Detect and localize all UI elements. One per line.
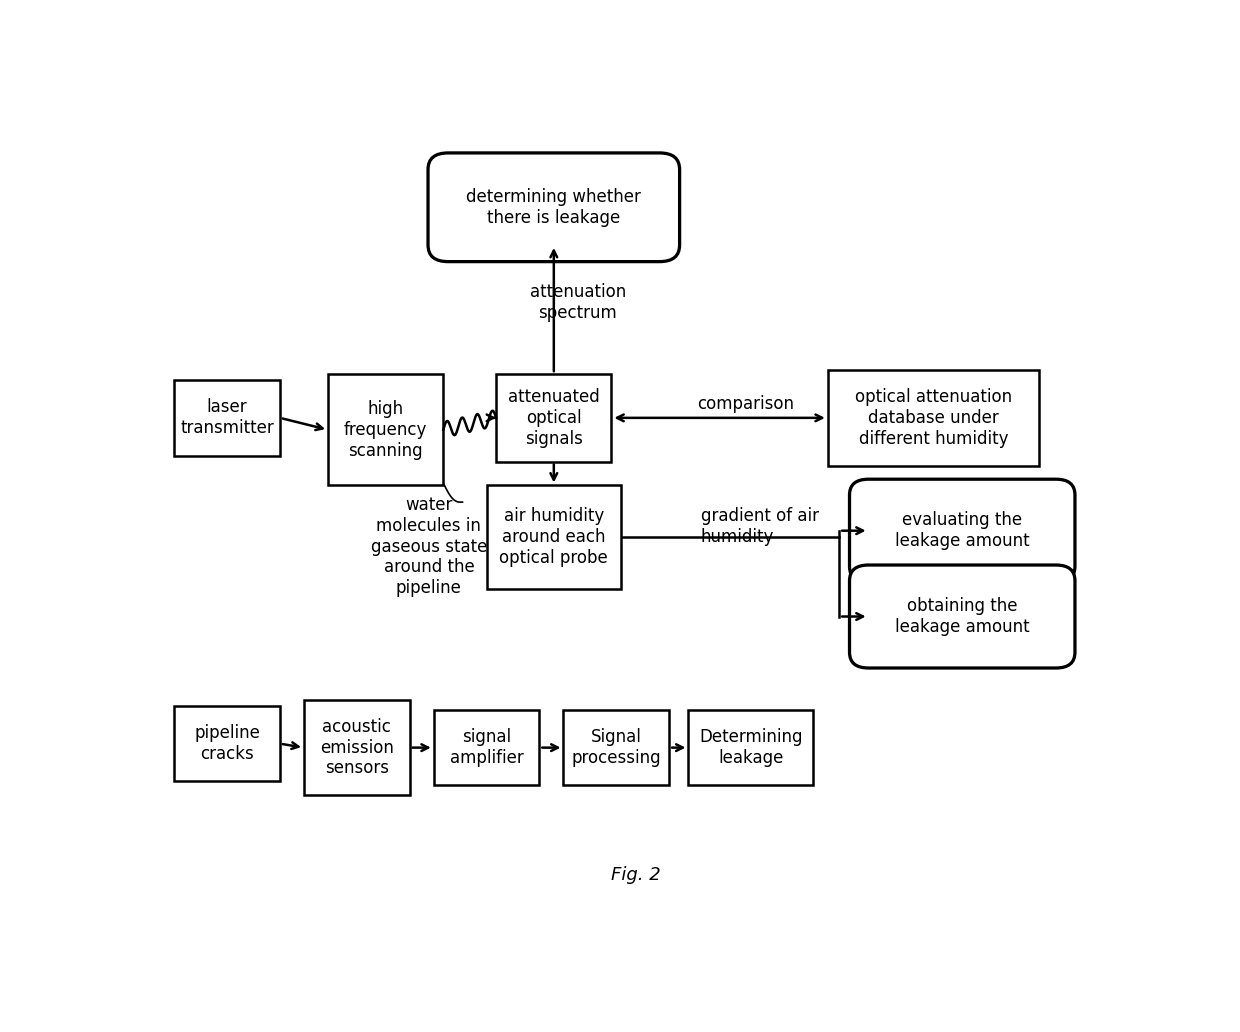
- Text: Signal
processing: Signal processing: [572, 729, 661, 767]
- Text: signal
amplifier: signal amplifier: [450, 729, 523, 767]
- Text: attenuated
optical
signals: attenuated optical signals: [508, 388, 600, 448]
- Text: Fig. 2: Fig. 2: [610, 866, 661, 883]
- Bar: [828, 370, 1039, 465]
- FancyBboxPatch shape: [849, 566, 1075, 668]
- Text: laser
transmitter: laser transmitter: [180, 398, 274, 438]
- Text: air humidity
around each
optical probe: air humidity around each optical probe: [500, 508, 608, 567]
- Text: optical attenuation
database under
different humidity: optical attenuation database under diffe…: [854, 388, 1012, 448]
- Bar: [563, 710, 670, 785]
- Bar: [434, 710, 539, 785]
- Bar: [496, 375, 611, 461]
- Text: pipeline
cracks: pipeline cracks: [195, 724, 260, 763]
- Bar: [174, 706, 280, 781]
- Text: determining whether
there is leakage: determining whether there is leakage: [466, 188, 641, 227]
- FancyBboxPatch shape: [849, 479, 1075, 582]
- Text: gradient of air
humidity: gradient of air humidity: [701, 508, 818, 546]
- Text: evaluating the
leakage amount: evaluating the leakage amount: [895, 511, 1029, 550]
- Bar: [304, 700, 409, 796]
- Text: Determining
leakage: Determining leakage: [699, 729, 802, 767]
- Text: acoustic
emission
sensors: acoustic emission sensors: [320, 718, 394, 777]
- Text: obtaining the
leakage amount: obtaining the leakage amount: [895, 598, 1029, 636]
- Text: comparison: comparison: [698, 394, 795, 413]
- Text: attenuation
spectrum: attenuation spectrum: [529, 283, 626, 322]
- Bar: [174, 380, 280, 455]
- Text: high
frequency
scanning: high frequency scanning: [343, 400, 428, 459]
- Bar: [688, 710, 813, 785]
- Text: water
molecules in
gaseous state
around the
pipeline: water molecules in gaseous state around …: [371, 496, 487, 598]
- Bar: [486, 485, 621, 588]
- Bar: [327, 375, 444, 485]
- FancyBboxPatch shape: [428, 153, 680, 262]
